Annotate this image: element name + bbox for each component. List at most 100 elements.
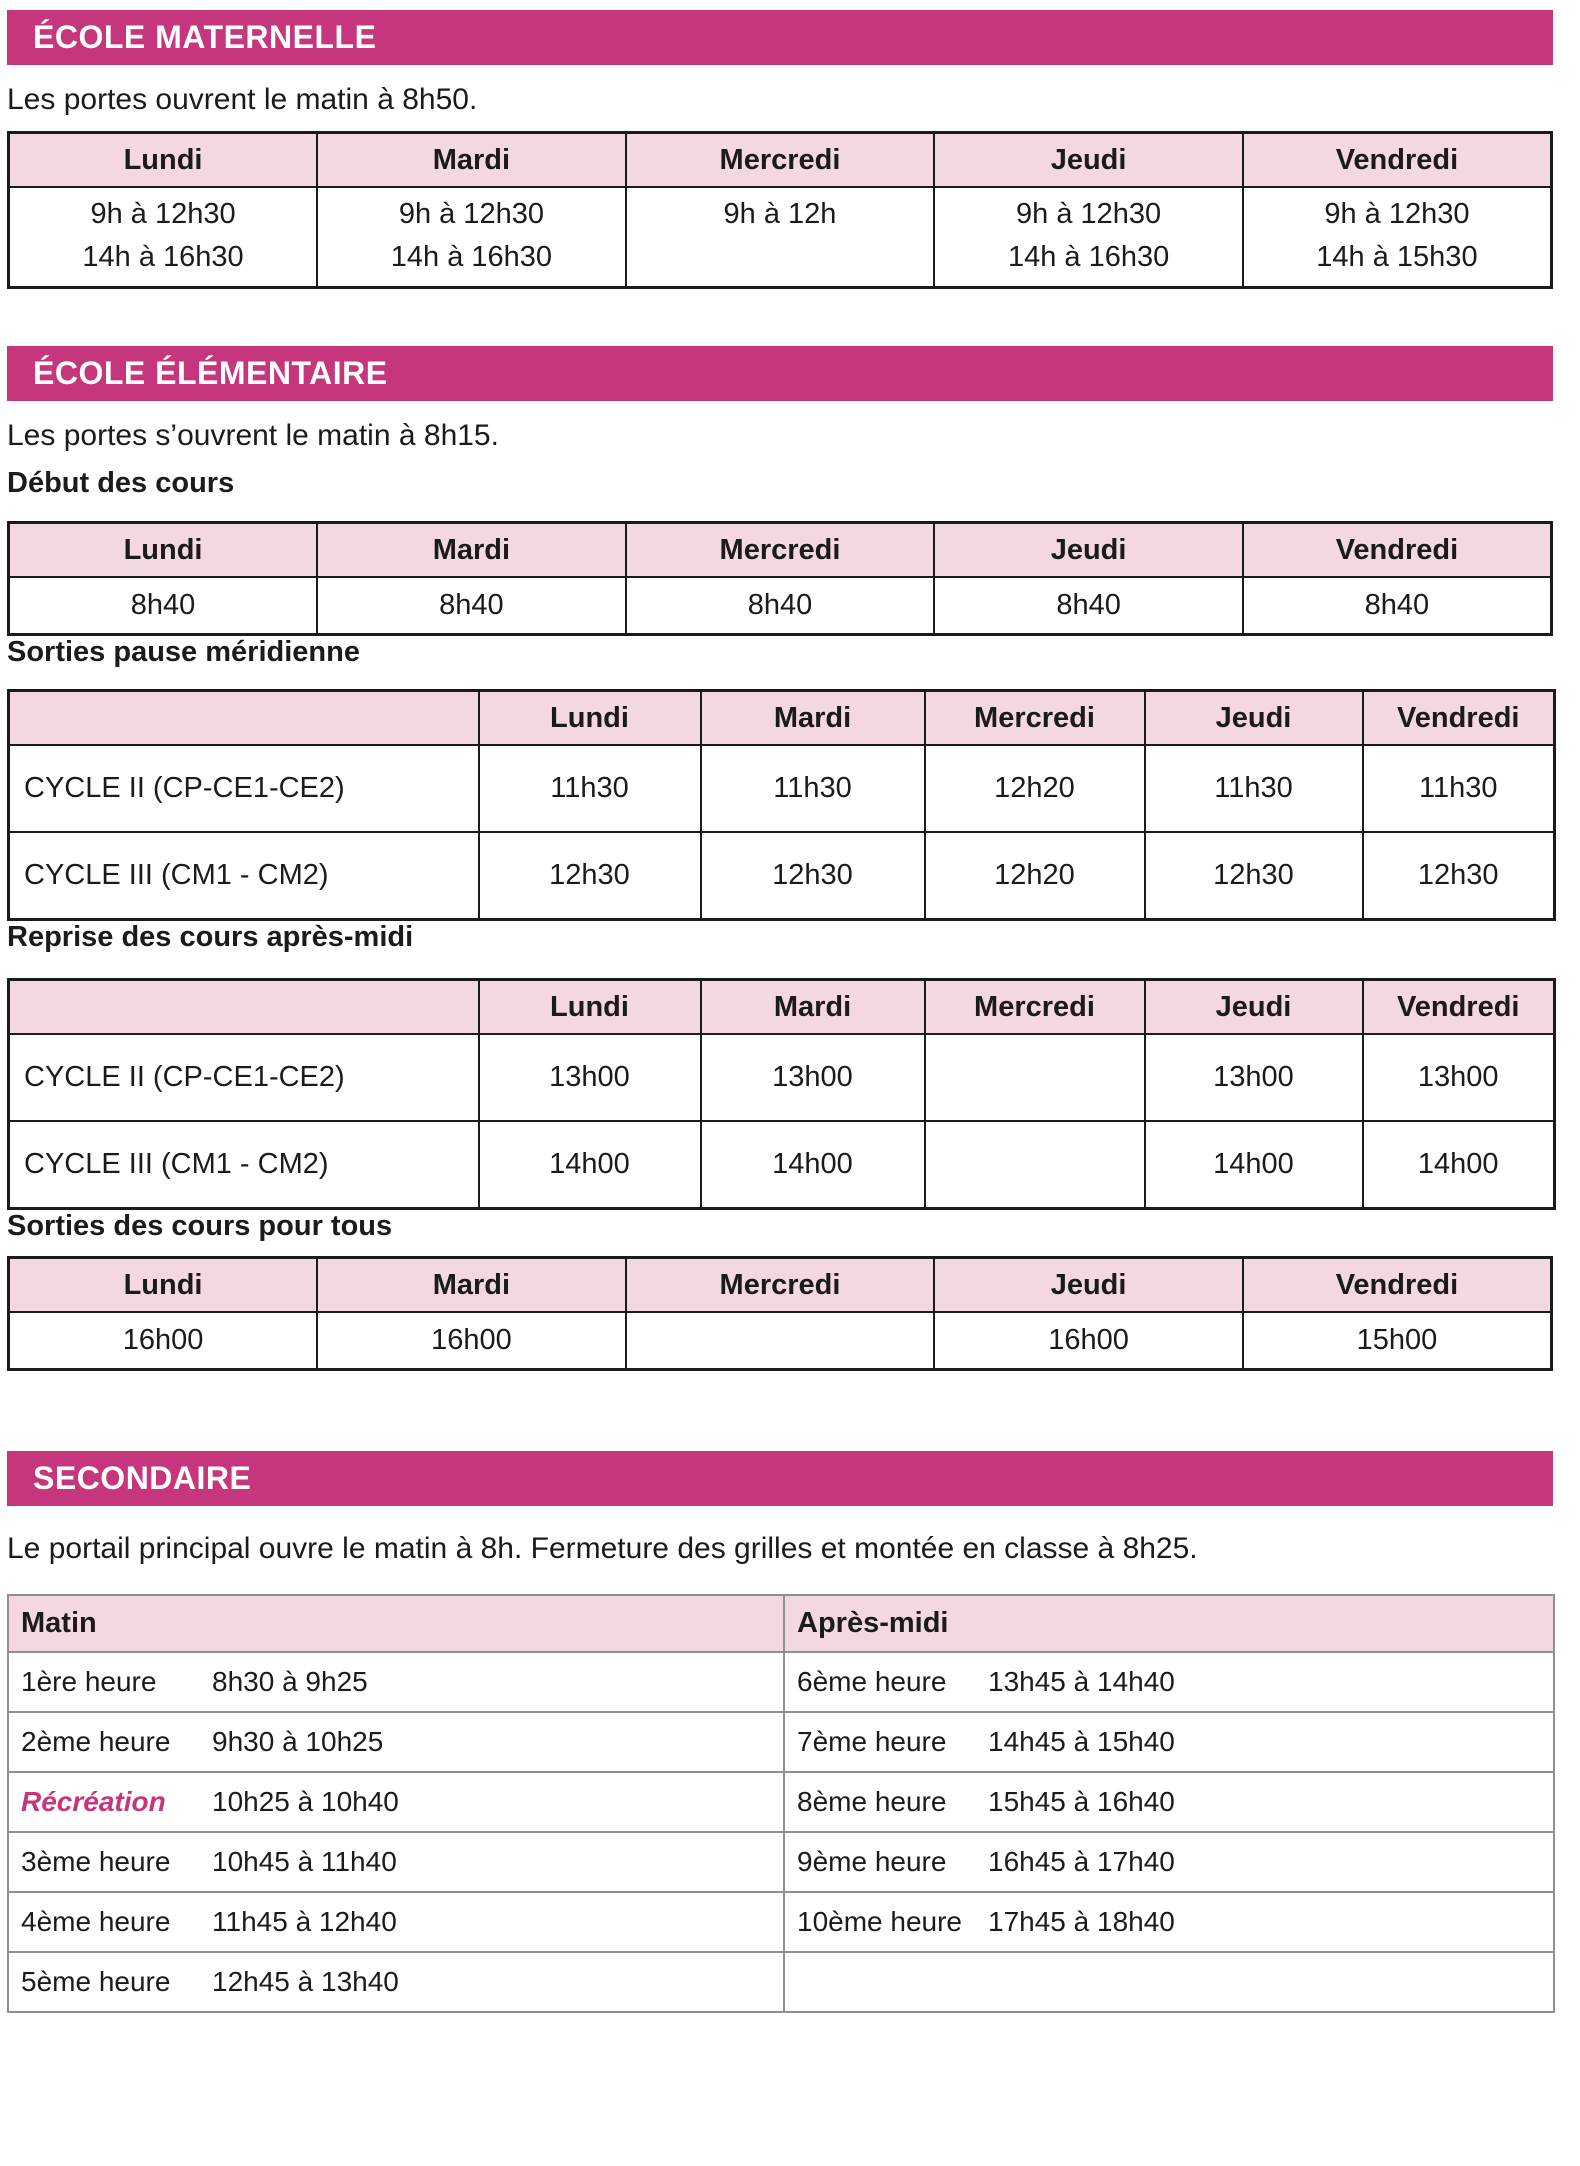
sorties-meridienne-header-row: Lundi Mardi Mercredi Jeudi Vendredi <box>7 689 1556 746</box>
period-label: 10ème heure <box>783 1891 984 1953</box>
debut-jeudi: 8h40 <box>933 576 1244 636</box>
sorties-meridienne-heading: Sorties pause méridienne <box>7 636 360 668</box>
maternelle-hours-vendredi: 9h à 12h30 14h à 15h30 <box>1241 186 1553 289</box>
time-line: 14h à 16h30 <box>390 241 553 273</box>
time-line: 14h à 16h30 <box>82 241 244 273</box>
period-time: 11h45 à 12h40 <box>208 1891 784 1953</box>
period-label: 2ème heure <box>8 1711 208 1773</box>
section-secondaire: SECONDAIRE Le portail principal ouvre le… <box>7 1451 1556 2013</box>
day-header-mercredi: Mercredi <box>624 1256 936 1313</box>
period-time: 17h45 à 18h40 <box>984 1891 1555 1953</box>
debut-vendredi: 8h40 <box>1241 576 1553 636</box>
empty-corner-cell <box>7 978 480 1035</box>
day-header-vendredi: Vendredi <box>1361 689 1556 746</box>
day-header-jeudi: Jeudi <box>933 131 1244 188</box>
debut-mercredi: 8h40 <box>624 576 936 636</box>
period-time: 14h45 à 15h40 <box>984 1711 1555 1773</box>
day-header-mardi: Mardi <box>316 131 627 188</box>
day-header-mercredi: Mercredi <box>624 131 936 188</box>
reprise-heading: Reprise des cours après-midi <box>7 921 414 953</box>
day-header-vendredi: Vendredi <box>1241 131 1553 188</box>
cycle3-mercredi: 12h20 <box>923 831 1146 921</box>
period-row: 3ème heure 10h45 à 11h40 9ème heure 16h4… <box>8 1831 1555 1893</box>
period-time <box>984 1951 1555 2013</box>
day-header-lundi: Lundi <box>7 1256 319 1313</box>
maternelle-hours-mardi: 9h à 12h30 14h à 16h30 <box>316 186 627 289</box>
period-row: 4ème heure 11h45 à 12h40 10ème heure 17h… <box>8 1891 1555 1953</box>
period-label <box>783 1951 984 2013</box>
cycle2-lundi: 13h00 <box>477 1033 702 1122</box>
sorties-tous-values-row: 16h00 16h00 16h00 15h00 <box>7 1311 1553 1371</box>
maternelle-hours-mercredi: 9h à 12h <box>624 186 936 289</box>
cycle3-lundi: 12h30 <box>477 831 702 921</box>
day-header-jeudi: Jeudi <box>1143 689 1364 746</box>
matin-header: Matin <box>8 1594 784 1653</box>
time-line: 9h à 12h30 <box>1324 198 1470 230</box>
day-header-lundi: Lundi <box>477 689 702 746</box>
reprise-table: Lundi Mardi Mercredi Jeudi Vendredi CYCL… <box>7 978 1556 1210</box>
time-line: 14h à 16h30 <box>1007 241 1170 273</box>
period-time: 13h45 à 14h40 <box>984 1651 1555 1713</box>
elementaire-intro-text: Les portes s’ouvrent le matin à 8h15. <box>7 419 499 452</box>
sorties-tous-lundi: 16h00 <box>7 1311 319 1371</box>
cycle2-label: CYCLE II (CP-CE1-CE2) <box>7 744 480 833</box>
cycle3-lundi: 14h00 <box>477 1120 702 1210</box>
maternelle-hours-lundi: 9h à 12h30 14h à 16h30 <box>7 186 319 289</box>
day-header-vendredi: Vendredi <box>1241 521 1553 578</box>
period-time: 8h30 à 9h25 <box>208 1651 784 1713</box>
maternelle-hours-row: 9h à 12h30 14h à 16h30 9h à 12h30 14h à … <box>7 186 1553 289</box>
time-line: 9h à 12h30 <box>90 198 236 230</box>
day-header-jeudi: Jeudi <box>933 1256 1244 1313</box>
cycle2-lundi: 11h30 <box>477 744 702 833</box>
period-label: 7ème heure <box>783 1711 984 1773</box>
maternelle-intro-text: Les portes ouvrent le matin à 8h50. <box>7 83 478 116</box>
cycle3-vendredi: 12h30 <box>1361 831 1556 921</box>
debut-cours-heading: Début des cours <box>7 467 235 499</box>
cycle2-row: CYCLE II (CP-CE1-CE2) 11h30 11h30 12h20 … <box>7 744 1556 833</box>
sorties-tous-table: Lundi Mardi Mercredi Jeudi Vendredi 16h0… <box>7 1256 1553 1371</box>
maternelle-banner-title: ÉCOLE MATERNELLE <box>7 10 1553 65</box>
sorties-meridienne-table: Lundi Mardi Mercredi Jeudi Vendredi CYCL… <box>7 689 1556 921</box>
period-row-recreation: Récréation 10h25 à 10h40 8ème heure 15h4… <box>8 1771 1555 1833</box>
period-label: 4ème heure <box>8 1891 208 1953</box>
cycle2-mardi: 13h00 <box>699 1033 926 1122</box>
period-time: 9h30 à 10h25 <box>208 1711 784 1773</box>
period-time: 10h25 à 10h40 <box>208 1771 784 1833</box>
period-time: 15h45 à 16h40 <box>984 1771 1555 1833</box>
secondaire-header-row: Matin Après-midi <box>8 1594 1555 1653</box>
debut-lundi: 8h40 <box>7 576 319 636</box>
cycle3-jeudi: 14h00 <box>1143 1120 1364 1210</box>
period-row: 5ème heure 12h45 à 13h40 <box>8 1951 1555 2013</box>
reprise-header-row: Lundi Mardi Mercredi Jeudi Vendredi <box>7 978 1556 1035</box>
day-header-jeudi: Jeudi <box>933 521 1244 578</box>
cycle3-mardi: 12h30 <box>699 831 926 921</box>
elementaire-banner-title: ÉCOLE ÉLÉMENTAIRE <box>7 346 1553 401</box>
sorties-tous-vendredi: 15h00 <box>1241 1311 1553 1371</box>
cycle2-label: CYCLE II (CP-CE1-CE2) <box>7 1033 480 1122</box>
cycle2-mercredi <box>923 1033 1146 1122</box>
maternelle-hours-table: Lundi Mardi Mercredi Jeudi Vendredi 9h à… <box>7 131 1553 289</box>
time-line: 14h à 15h30 <box>1316 241 1478 273</box>
cycle2-mercredi: 12h20 <box>923 744 1146 833</box>
day-header-jeudi: Jeudi <box>1143 978 1364 1035</box>
debut-cours-table: Lundi Mardi Mercredi Jeudi Vendredi 8h40… <box>7 521 1553 636</box>
day-header-mardi: Mardi <box>316 1256 627 1313</box>
period-label: 3ème heure <box>8 1831 208 1893</box>
period-label: 6ème heure <box>783 1651 984 1713</box>
period-time: 12h45 à 13h40 <box>208 1951 784 2013</box>
section-elementaire: ÉCOLE ÉLÉMENTAIRE Les portes s’ouvrent l… <box>7 346 1556 1371</box>
debut-mardi: 8h40 <box>316 576 627 636</box>
cycle3-label: CYCLE III (CM1 - CM2) <box>7 831 480 921</box>
day-header-lundi: Lundi <box>7 131 319 188</box>
day-header-mardi: Mardi <box>316 521 627 578</box>
empty-corner-cell <box>7 689 480 746</box>
cycle2-vendredi: 13h00 <box>1361 1033 1556 1122</box>
day-header-lundi: Lundi <box>477 978 702 1035</box>
sorties-tous-mercredi <box>624 1311 936 1371</box>
cycle2-row: CYCLE II (CP-CE1-CE2) 13h00 13h00 13h00 … <box>7 1033 1556 1122</box>
secondaire-banner-title: SECONDAIRE <box>7 1451 1553 1506</box>
day-header-lundi: Lundi <box>7 521 319 578</box>
cycle3-label: CYCLE III (CM1 - CM2) <box>7 1120 480 1210</box>
cycle3-row: CYCLE III (CM1 - CM2) 14h00 14h00 14h00 … <box>7 1120 1556 1210</box>
